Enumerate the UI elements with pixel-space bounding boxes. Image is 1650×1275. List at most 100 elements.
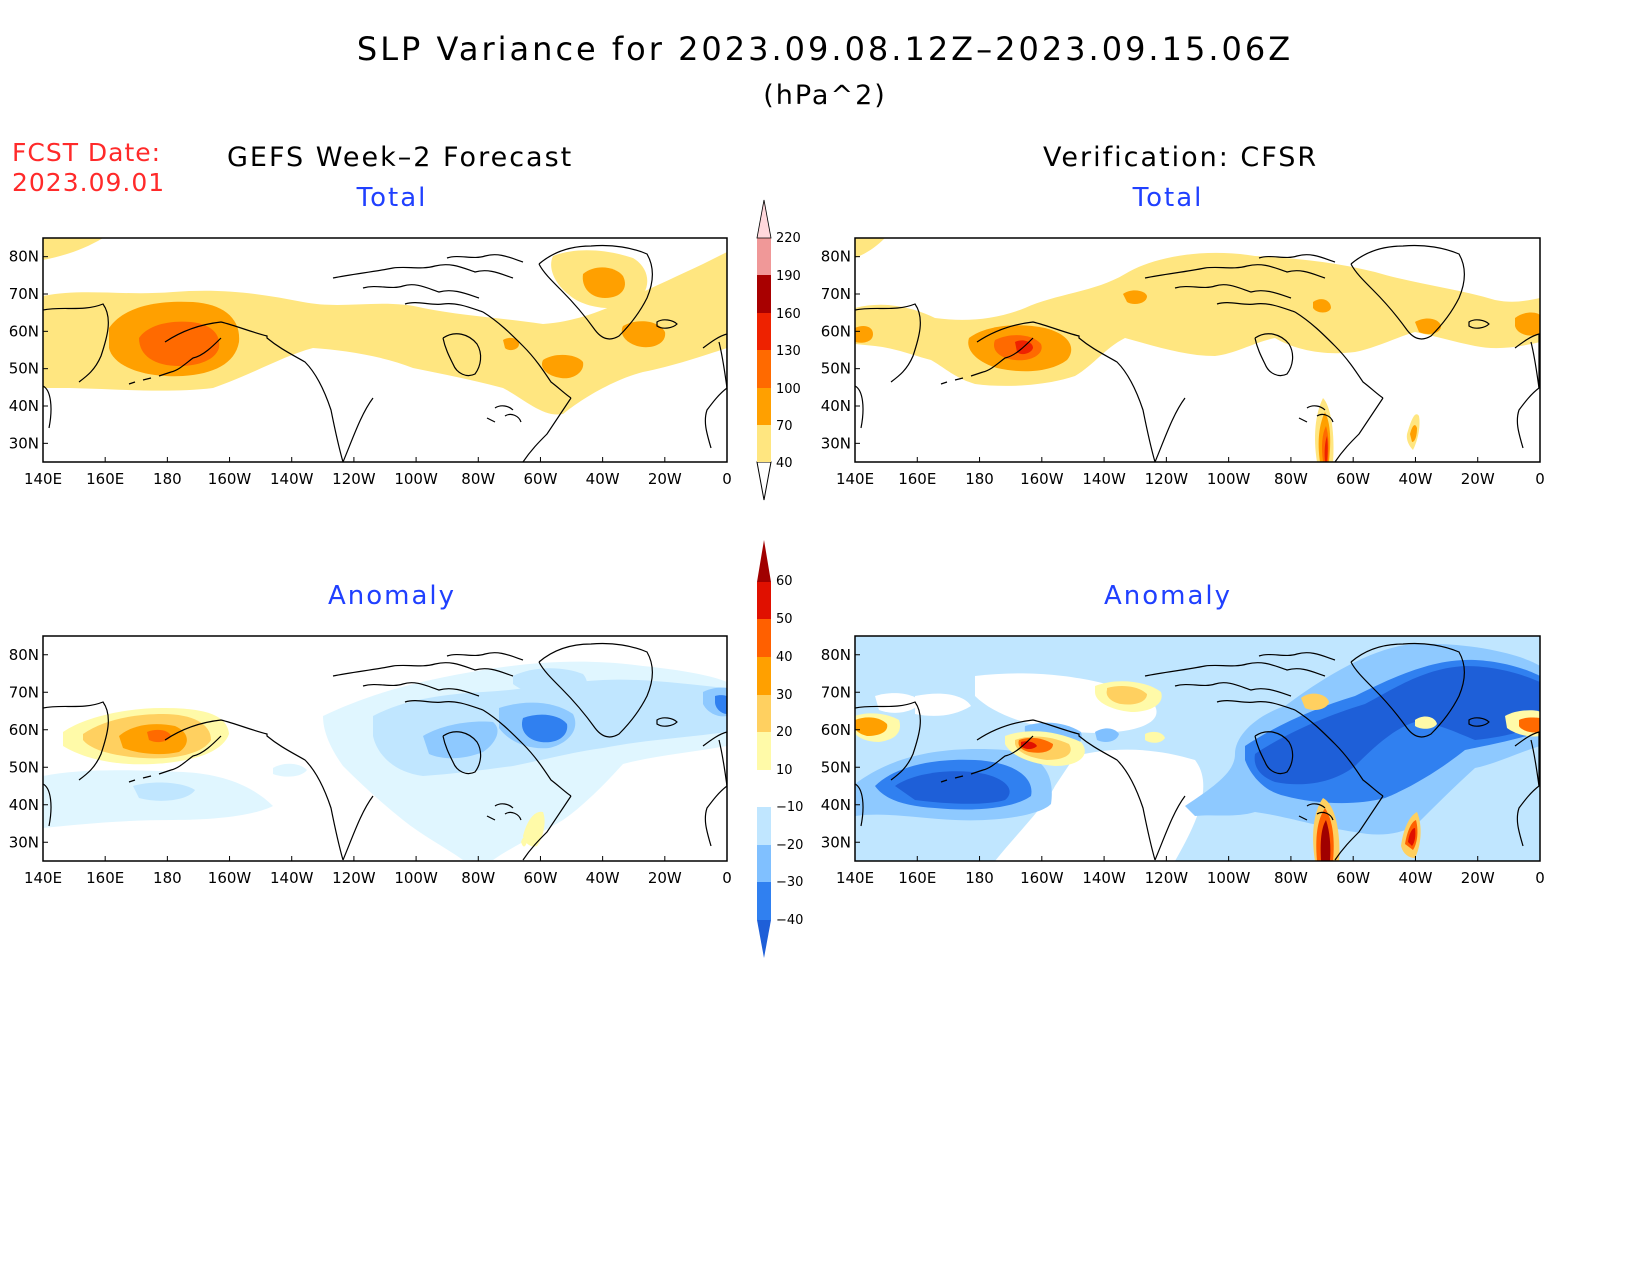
lat-label-total-forecast: 30N [9,434,39,452]
figure-title: SLP Variance for 2023.09.08.12Z–2023.09.… [356,30,1294,68]
lon-label-anomaly-forecast: 0 [722,869,732,887]
lon-label-total-verification: 120W [1145,470,1189,488]
lon-label-total-forecast: 140W [270,470,314,488]
panel-anomaly-forecast [43,642,727,861]
lat-label-anomaly-verification: 80N [821,646,851,664]
cbar-anom-label-4: 10 [776,763,793,778]
map-axes: 140E 160E 180 160W 140W 120W 100W 80W 60W 40W 20W 0… [9,248,1545,887]
lon-label-total-verification: 80W [1274,470,1308,488]
cbar-anom-label-9: 60 [776,574,793,589]
lon-label-anomaly-forecast: 160E [86,869,124,887]
panel-anomaly-verification [855,636,1540,861]
lat-label-total-verification: 70N [821,285,851,303]
cbar-anom-label-7: 40 [776,650,793,665]
lat-label-total-forecast: 50N [9,360,39,378]
lon-label-anomaly-forecast: 120W [332,869,376,887]
panel-title-anomaly-forecast: Anomaly [327,581,457,611]
frame-total-verification [854,237,1541,463]
lon-label-total-forecast: 40W [586,470,620,488]
lat-label-anomaly-forecast: 60N [9,721,39,739]
lon-label-anomaly-verification: 140E [836,869,874,887]
lat-label-anomaly-forecast: 40N [9,796,39,814]
lon-label-anomaly-verification: 180 [965,869,994,887]
cbar-total-label-6: 220 [776,231,801,246]
lon-label-total-forecast: 160E [86,470,124,488]
lon-label-total-verification: 40W [1398,470,1432,488]
cbar-anom-label-5: 20 [776,725,793,740]
lon-label-anomaly-forecast: 20W [648,869,682,887]
lon-label-anomaly-forecast: 160W [208,869,252,887]
lat-label-total-forecast: 40N [9,397,39,415]
colorbar-anomaly: −40 −30 −20 −10 10 20 30 40 50 60 [757,540,803,958]
cbar-total-label-2: 100 [776,382,801,397]
lat-label-anomaly-forecast: 50N [9,758,39,776]
panel-title-total-forecast: Total [356,183,428,213]
lat-label-anomaly-verification: 40N [821,796,851,814]
lat-label-total-verification: 60N [821,322,851,340]
cbar-total-label-5: 190 [776,269,801,284]
forecast-date-value: 2023.09.01 [12,168,166,197]
lat-label-total-verification: 30N [821,434,851,452]
lon-label-anomaly-forecast: 100W [394,869,438,887]
lon-label-anomaly-verification: 160W [1020,869,1064,887]
lon-label-total-forecast: 20W [648,470,682,488]
lat-label-total-forecast: 60N [9,322,39,340]
frame-anomaly-forecast [42,635,728,862]
units-label: (hPa^2) [763,80,887,111]
lon-label-anomaly-forecast: 40W [586,869,620,887]
lon-label-total-verification: 140E [836,470,874,488]
lon-label-anomaly-verification: 40W [1398,869,1432,887]
panel-total-verification [855,238,1540,462]
lon-label-anomaly-forecast: 140E [24,869,62,887]
lon-label-total-verification: 100W [1207,470,1251,488]
cbar-total-label-3: 130 [776,344,801,359]
cbar-anom-label-3: −10 [776,800,803,815]
lon-label-total-forecast: 180 [153,470,182,488]
lon-label-total-verification: 20W [1461,470,1495,488]
lon-label-anomaly-forecast: 180 [153,869,182,887]
lon-label-total-forecast: 120W [332,470,376,488]
lon-label-total-forecast: 80W [461,470,495,488]
lat-label-anomaly-forecast: 80N [9,646,39,664]
lon-label-total-verification: 160E [898,470,936,488]
right-column-heading: Verification: CFSR [1043,142,1319,173]
lon-label-total-verification: 160W [1020,470,1064,488]
lon-label-anomaly-forecast: 140W [270,869,314,887]
lon-label-anomaly-verification: 100W [1207,869,1251,887]
lon-label-anomaly-verification: 160E [898,869,936,887]
frame-total-forecast [42,237,728,463]
lon-label-anomaly-forecast: 80W [461,869,495,887]
lat-label-anomaly-verification: 30N [821,833,851,851]
lat-label-anomaly-verification: 50N [821,758,851,776]
lat-label-anomaly-forecast: 30N [9,833,39,851]
lon-label-anomaly-verification: 140W [1082,869,1126,887]
forecast-date-label: FCST Date: [12,138,162,167]
lat-label-anomaly-verification: 70N [821,683,851,701]
cbar-total-label-1: 70 [776,419,793,434]
lon-label-anomaly-forecast: 60W [523,869,557,887]
lon-label-total-verification: 140W [1082,470,1126,488]
lat-label-total-verification: 40N [821,397,851,415]
cbar-anom-label-6: 30 [776,688,793,703]
lon-label-total-forecast: 0 [722,470,732,488]
lon-label-total-forecast: 60W [523,470,557,488]
frame-anomaly-verification [854,635,1541,862]
lon-label-anomaly-verification: 0 [1535,869,1545,887]
cbar-anom-label-1: −30 [776,875,803,890]
lon-label-total-forecast: 140E [24,470,62,488]
cbar-anom-label-0: −40 [776,913,803,928]
panel-title-anomaly-verification: Anomaly [1103,581,1233,611]
lat-label-total-verification: 50N [821,360,851,378]
lat-label-anomaly-forecast: 70N [9,683,39,701]
cbar-total-label-4: 160 [776,307,801,322]
lon-label-anomaly-verification: 60W [1336,869,1370,887]
colorbar-total: 40 70 100 130 160 190 220 [756,199,801,501]
lon-label-total-verification: 180 [965,470,994,488]
left-column-heading: GEFS Week–2 Forecast [227,142,574,173]
lon-label-total-verification: 60W [1336,470,1370,488]
panel-title-total-verification: Total [1132,183,1204,213]
lat-label-total-forecast: 70N [9,285,39,303]
lon-label-anomaly-verification: 120W [1145,869,1189,887]
lat-label-total-forecast: 80N [9,248,39,266]
